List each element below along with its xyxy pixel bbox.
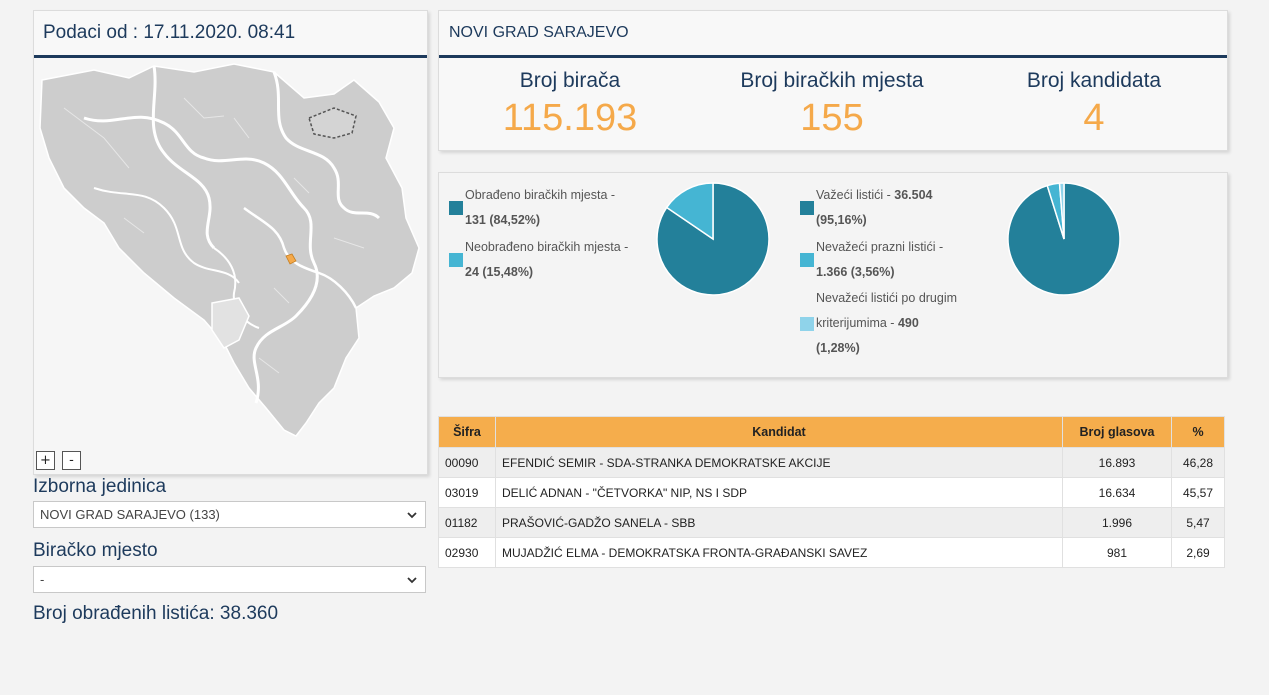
chevron-down-icon (407, 512, 417, 519)
candidates-value: 4 (1083, 97, 1105, 139)
processed-ballots-count: Broj obrađenih listića: 38.360 (33, 603, 279, 624)
table-row: 02930 MUJADŽIĆ ELMA - DEMOKRATSKA FRONTA… (438, 537, 1225, 568)
cell-code: 03019 (438, 477, 496, 508)
zoom-in-button[interactable]: + (36, 451, 55, 470)
results-table: Šifra Kandidat Broj glasova % 00090 EFEN… (438, 416, 1225, 568)
cell-code: 00090 (438, 447, 496, 478)
charts-panel: Obrađeno biračkih mjesta - 131 (84,52%) … (438, 172, 1228, 378)
stations-label: Broj biračkih mjesta (740, 69, 924, 92)
voters-value: 115.193 (502, 97, 638, 139)
cell-candidate: MUJADŽIĆ ELMA - DEMOKRATSKA FRONTA-GRAĐA… (495, 537, 1063, 568)
table-row: 00090 EFENDIĆ SEMIR - SDA-STRANKA DEMOKR… (438, 447, 1225, 478)
pie-slice-2[interactable] (665, 182, 714, 241)
col-percent[interactable]: % (1171, 416, 1225, 448)
chevron-down-icon (407, 577, 417, 584)
summary-panel: NOVI GRAD SARAJEVO Broj birača 115.193 B… (438, 10, 1228, 151)
cell-percent: 5,47 (1171, 507, 1225, 538)
ballots-pie-chart (1007, 182, 1121, 296)
cell-votes: 16.893 (1062, 447, 1172, 478)
electoral-unit-label: Izborna jedinica (33, 476, 167, 497)
table-header-row: Šifra Kandidat Broj glasova % (438, 416, 1225, 448)
col-votes[interactable]: Broj glasova (1062, 416, 1172, 448)
electoral-unit-value: NOVI GRAD SARAJEVO (133) (40, 507, 220, 522)
legend-blank: Nevažeći prazni listići - 1.366 (3,56%) (816, 240, 944, 279)
col-code[interactable]: Šifra (438, 416, 496, 448)
selected-municipality (285, 253, 297, 265)
legend-valid: Važeći listići - 36.504 (95,16%) (816, 188, 933, 227)
voters-label: Broj birača (519, 69, 621, 92)
legend-swatch-unprocessed (449, 253, 463, 267)
pie-slice-3[interactable] (1058, 182, 1065, 240)
stations-stat: Broj biračkih mjesta 155 (701, 69, 963, 140)
zoom-out-button[interactable]: - (62, 451, 81, 470)
cell-candidate: DELIĆ ADNAN - "ČETVORKA" NIP, NS I SDP (495, 477, 1063, 508)
candidates-stat: Broj kandidata 4 (963, 69, 1225, 140)
legend-swatch-processed (449, 201, 463, 215)
polling-station-select[interactable]: - (33, 566, 426, 593)
table-row: 01182 PRAŠOVIĆ-GADŽO SANELA - SBB 1.996 … (438, 507, 1225, 538)
col-candidate[interactable]: Kandidat (495, 416, 1063, 448)
legend-swatch-valid (800, 201, 814, 215)
electoral-unit-select[interactable]: NOVI GRAD SARAJEVO (133) (33, 501, 426, 528)
legend-other-invalid: Nevažeći listići po drugim kriterijumima… (816, 291, 958, 355)
municipality-map[interactable] (34, 58, 427, 474)
cell-code: 01182 (438, 507, 496, 538)
map-panel: Podaci od : 17.11.2020. 08:41 + - (33, 10, 428, 475)
stations-value: 155 (800, 97, 864, 139)
legend-unprocessed: Neobrađeno biračkih mjesta - 24 (15,48%) (465, 240, 629, 279)
cell-votes: 1.996 (1062, 507, 1172, 538)
cell-code: 02930 (438, 537, 496, 568)
cell-candidate: PRAŠOVIĆ-GADŽO SANELA - SBB (495, 507, 1063, 538)
data-timestamp: Podaci od : 17.11.2020. 08:41 (34, 11, 427, 58)
polling-station-value: - (40, 572, 45, 587)
voters-stat: Broj birača 115.193 (439, 69, 701, 140)
cell-percent: 2,69 (1171, 537, 1225, 568)
polling-stations-pie-chart (656, 182, 770, 296)
cell-percent: 46,28 (1171, 447, 1225, 478)
cell-votes: 16.634 (1062, 477, 1172, 508)
candidates-label: Broj kandidata (1026, 69, 1162, 92)
cell-percent: 45,57 (1171, 477, 1225, 508)
cell-votes: 981 (1062, 537, 1172, 568)
municipality-title: NOVI GRAD SARAJEVO (439, 11, 1227, 58)
table-row: 03019 DELIĆ ADNAN - "ČETVORKA" NIP, NS I… (438, 477, 1225, 508)
legend-swatch-other-invalid (800, 317, 814, 331)
legend-swatch-blank (800, 253, 814, 267)
legend-processed: Obrađeno biračkih mjesta - 131 (84,52%) (465, 188, 616, 227)
cell-candidate: EFENDIĆ SEMIR - SDA-STRANKA DEMOKRATSKE … (495, 447, 1063, 478)
polling-station-label: Biračko mjesto (33, 540, 158, 561)
